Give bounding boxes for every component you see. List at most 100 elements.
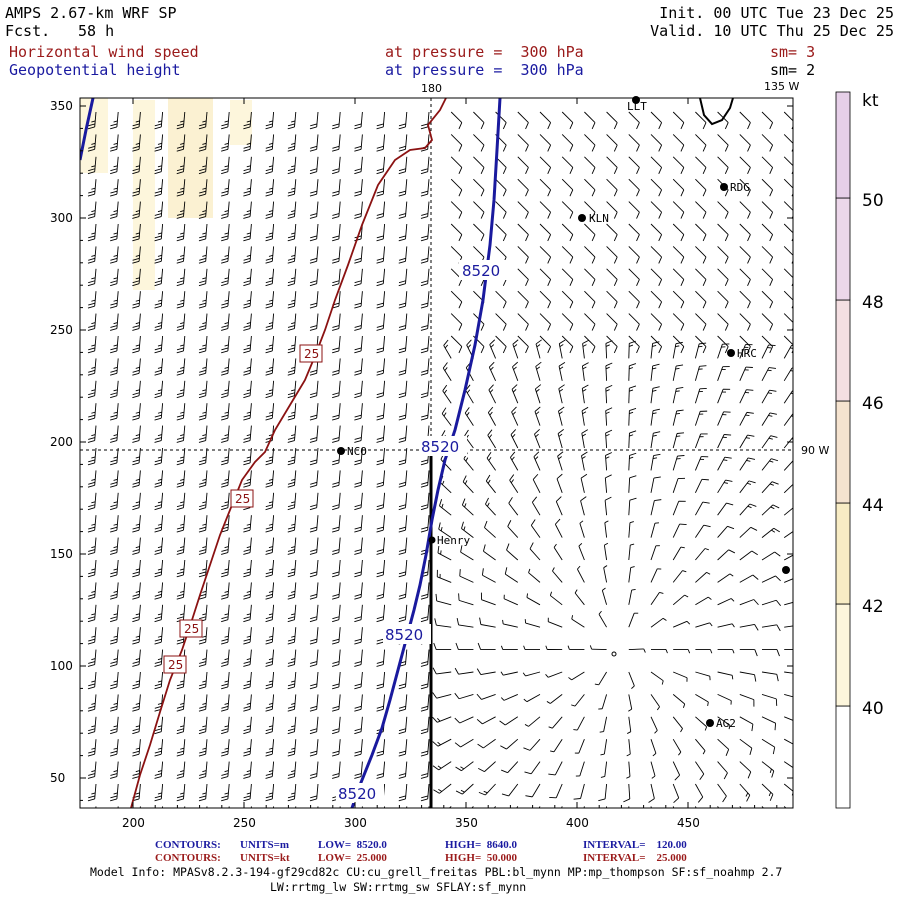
barb-feather — [444, 344, 449, 349]
barb-shaft — [739, 599, 754, 606]
barb-feather — [221, 459, 229, 463]
barb-feather — [354, 347, 362, 351]
barb-feather — [268, 411, 273, 414]
barb-feather — [154, 350, 162, 354]
barb-feather — [547, 346, 552, 354]
barb-shaft — [294, 134, 297, 150]
barb-feather — [701, 478, 709, 481]
barb-feather — [180, 411, 185, 414]
barb-feather — [198, 596, 206, 600]
barb-shaft — [694, 366, 700, 381]
barb-feather — [354, 596, 362, 600]
barb-feather — [88, 235, 96, 239]
barb-feather — [547, 189, 552, 197]
barb-feather — [198, 641, 206, 645]
barb-shaft — [571, 618, 585, 628]
barb-feather — [287, 325, 295, 328]
barb-shaft — [405, 380, 408, 396]
barb-feather — [798, 577, 803, 582]
barb-feather — [600, 753, 605, 756]
barb-feather — [605, 452, 613, 456]
barb-feather — [154, 619, 162, 623]
barb-shaft — [271, 201, 275, 217]
barb-feather — [310, 257, 318, 261]
barb-feather — [676, 387, 684, 389]
barb-feather — [265, 213, 273, 216]
barb-feather — [91, 725, 96, 728]
barb-shaft — [338, 223, 341, 239]
barb-feather — [573, 798, 581, 800]
barb-feather — [487, 502, 490, 507]
barb-feather — [724, 256, 729, 264]
barb-shaft — [650, 335, 662, 347]
barb-feather — [438, 522, 441, 530]
barb-feather — [569, 324, 574, 331]
barb-feather — [113, 546, 118, 549]
barb-shaft — [183, 694, 186, 710]
barb-feather — [158, 815, 162, 816]
barb-feather — [675, 341, 683, 345]
barb-shaft — [360, 380, 363, 396]
barb-shaft — [628, 589, 633, 605]
barb-feather — [536, 388, 540, 393]
barb-feather — [291, 590, 296, 593]
barb-shaft — [581, 455, 585, 471]
barb-shaft — [360, 358, 363, 374]
barb-shaft — [558, 366, 563, 381]
barb-feather — [354, 462, 362, 466]
barb-feather — [623, 821, 629, 824]
barb-feather — [291, 411, 296, 414]
barb-feather — [490, 366, 494, 371]
barb-feather — [132, 526, 140, 530]
barb-shaft — [695, 738, 706, 751]
barb-feather — [332, 235, 340, 239]
barb-shaft — [249, 694, 252, 710]
barb-shaft — [138, 470, 141, 486]
barb-feather — [154, 437, 162, 440]
barb-feather — [157, 770, 162, 773]
barb-feather — [224, 187, 229, 190]
barb-feather — [288, 821, 295, 823]
barb-feather — [113, 702, 118, 705]
barb-shaft — [205, 559, 208, 575]
shaded-field-smooth: sm= 3 — [770, 43, 816, 61]
barb-feather — [88, 818, 95, 820]
barb-feather — [246, 344, 251, 347]
barb-shaft — [533, 456, 541, 471]
barb-feather — [198, 552, 206, 555]
barb-feather — [268, 702, 273, 705]
barb-feather — [485, 497, 489, 505]
barb-feather — [132, 168, 140, 172]
barb-feather — [480, 144, 485, 152]
barb-shaft — [271, 492, 275, 508]
contour-field-pressure: at pressure = 300 hPa — [385, 61, 584, 79]
barb-feather — [199, 369, 207, 373]
barb-feather — [525, 279, 529, 286]
barb-feather — [421, 257, 429, 261]
barb-feather — [87, 686, 95, 690]
barb-feather — [176, 216, 184, 219]
barb-feather — [797, 529, 803, 533]
barb-feather — [421, 414, 429, 418]
barb-feather — [246, 299, 251, 302]
barb-shaft — [227, 201, 230, 217]
barb-shaft — [650, 500, 655, 516]
barb-shaft — [116, 156, 119, 172]
barb-shaft — [205, 492, 208, 508]
barb-feather — [135, 254, 140, 257]
barb-shaft — [160, 156, 164, 172]
barb-shaft — [628, 671, 635, 687]
barb-feather — [110, 213, 118, 216]
barb-feather — [376, 148, 384, 152]
barb-feather — [154, 260, 162, 264]
barb-feather — [176, 235, 184, 239]
barb-feather — [113, 501, 118, 504]
barb-feather — [246, 523, 251, 526]
barb-shaft — [441, 413, 452, 426]
barb-shaft — [739, 671, 755, 676]
barb-feather — [243, 148, 251, 152]
barb-shaft — [116, 223, 119, 239]
barb-shaft — [529, 548, 541, 561]
barb-feather — [202, 456, 207, 459]
barb-feather — [582, 433, 586, 437]
